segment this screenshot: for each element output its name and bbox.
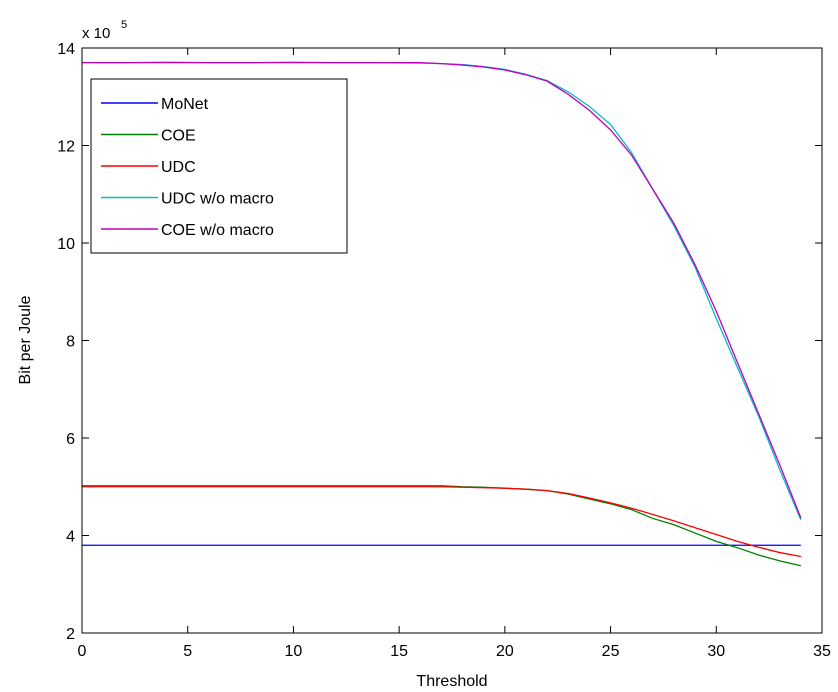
legend-label-3: UDC (161, 159, 196, 176)
y-tick-label: 8 (66, 334, 75, 351)
x-tick-label: 35 (813, 643, 831, 660)
x-tick-label: 30 (707, 643, 725, 660)
series-line-5 (82, 61, 802, 519)
y-tick-label: 4 (66, 529, 75, 546)
x-tick-label: 25 (602, 643, 620, 660)
x-tick-label: 0 (78, 643, 87, 660)
series-line-3 (82, 486, 801, 558)
y-tick-label: 12 (57, 139, 75, 156)
x-axis-label: Threshold (416, 673, 487, 690)
y-tick-label: 2 (66, 626, 75, 643)
y-tick-label: 6 (66, 431, 75, 448)
legend-label-1: MoNet (161, 96, 209, 113)
legend: MoNet COE UDC UDC w/o macro COE w/o macro (90, 78, 348, 254)
y-axis-label: Bit per Joule (17, 295, 34, 384)
legend-label-5: COE w/o macro (161, 222, 274, 239)
axes: 0 5 10 15 20 25 30 35 2 4 6 8 10 12 14 (57, 41, 831, 660)
y-tick-label: 14 (57, 41, 75, 58)
x-tick-label: 20 (496, 643, 514, 660)
y-multiplier-base: x 10 (82, 25, 110, 42)
legend-label-2: COE (161, 128, 196, 145)
y-tick-label: 10 (57, 236, 75, 253)
series-lines (82, 61, 802, 567)
legend-label-4: UDC w/o macro (161, 191, 274, 208)
x-tick-label: 10 (285, 643, 303, 660)
x-tick-label: 15 (390, 643, 408, 660)
y-multiplier-exponent: 5 (121, 19, 127, 31)
x-tick-label: 5 (183, 643, 192, 660)
